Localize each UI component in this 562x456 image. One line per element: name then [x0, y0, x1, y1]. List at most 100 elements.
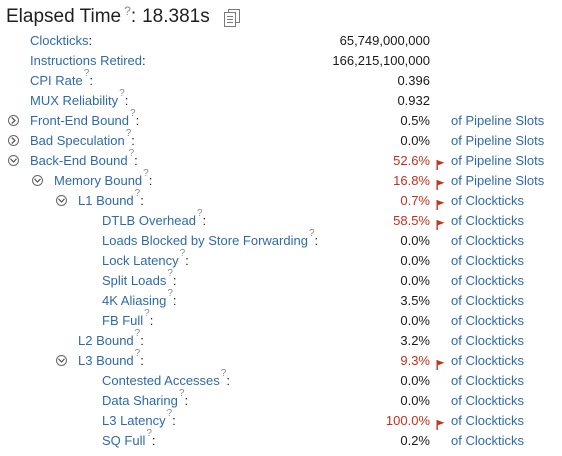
metric-label[interactable]: Front-End Bound?:: [30, 108, 140, 131]
metric-label-text[interactable]: L2 Bound: [78, 333, 134, 348]
metric-label[interactable]: Contested Accesses?:: [102, 368, 230, 391]
metric-unit[interactable]: of Clockticks: [451, 273, 524, 288]
metric-unit[interactable]: of Clockticks: [451, 373, 524, 388]
metric-label[interactable]: Bad Speculation?:: [30, 128, 135, 151]
metric-label-text[interactable]: 4K Aliasing: [102, 293, 167, 308]
help-icon[interactable]: ?: [179, 248, 186, 259]
metric-unit[interactable]: of Clockticks: [451, 253, 524, 268]
metric-label-text[interactable]: L1 Bound: [78, 193, 134, 208]
metric-label[interactable]: Loads Blocked by Store Forwarding?:: [102, 228, 318, 251]
collapse-circle-icon[interactable]: [8, 155, 19, 166]
contested-accesses-row: Contested Accesses?: 0.0% of Clockticks: [0, 368, 562, 391]
metric-unit[interactable]: of Pipeline Slots: [451, 153, 545, 168]
help-icon[interactable]: ?: [119, 88, 125, 99]
metric-unit[interactable]: of Clockticks: [451, 433, 524, 448]
metric-label-text[interactable]: L3 Latency: [102, 413, 166, 428]
metric-colon: :: [185, 253, 189, 268]
metric-label-text[interactable]: Split Loads: [102, 273, 167, 288]
help-icon[interactable]: ?: [83, 68, 90, 79]
metric-label[interactable]: Data Sharing?:: [102, 388, 188, 411]
metric-label-text[interactable]: Loads Blocked by Store Forwarding: [102, 233, 308, 248]
memory-bound-row[interactable]: Memory Bound?: 16.8% of Pipeline Slots: [0, 168, 562, 191]
metric-label[interactable]: 4K Aliasing?:: [102, 288, 177, 311]
metric-unit[interactable]: of Clockticks: [451, 293, 524, 308]
metric-label[interactable]: SQ Full?:: [102, 428, 156, 451]
metric-label[interactable]: Split Loads?:: [102, 268, 177, 291]
help-icon[interactable]: ?: [134, 328, 141, 339]
metric-label[interactable]: L3 Bound?:: [78, 348, 144, 371]
bad-speculation-row[interactable]: Bad Speculation?: 0.0% of Pipeline Slots: [0, 128, 562, 151]
collapse-circle-icon[interactable]: [32, 175, 43, 186]
metric-label-text[interactable]: Contested Accesses: [102, 373, 220, 388]
metric-label-text[interactable]: Back-End Bound: [30, 153, 128, 168]
help-icon[interactable]: ?: [134, 348, 141, 359]
help-icon[interactable]: ?: [134, 188, 141, 199]
metric-unit[interactable]: of Pipeline Slots: [451, 113, 545, 128]
metric-label-text[interactable]: SQ Full: [102, 433, 146, 448]
metric-label[interactable]: L2 Bound?:: [78, 328, 144, 351]
l1-bound-row[interactable]: L1 Bound?: 0.7% of Clockticks: [0, 188, 562, 211]
help-icon[interactable]: ?: [128, 148, 135, 159]
help-icon[interactable]: ?: [167, 288, 173, 299]
metric-colon: :: [134, 153, 138, 168]
back-end-bound-row[interactable]: Back-End Bound?: 52.6% of Pipeline Slots: [0, 148, 562, 171]
metric-label[interactable]: L3 Latency?:: [102, 408, 176, 431]
help-icon[interactable]: ?: [166, 408, 173, 419]
fb-full-row: FB Full?: 0.0% of Clockticks: [0, 308, 562, 331]
help-icon[interactable]: ?: [178, 388, 185, 399]
metric-unit[interactable]: of Clockticks: [451, 193, 524, 208]
metric-label-text[interactable]: Instructions Retired: [30, 53, 142, 68]
metric-label[interactable]: FB Full?:: [102, 308, 153, 331]
metric-unit[interactable]: of Clockticks: [451, 353, 524, 368]
copy-icon[interactable]: [223, 9, 240, 27]
expand-circle-icon[interactable]: [8, 135, 19, 146]
metric-unit[interactable]: of Pipeline Slots: [451, 173, 545, 188]
metric-label[interactable]: Instructions Retired:: [30, 51, 146, 71]
collapse-circle-icon[interactable]: [56, 195, 67, 206]
metric-label[interactable]: Back-End Bound?:: [30, 148, 138, 171]
metric-label[interactable]: Lock Latency?:: [102, 248, 189, 271]
clockticks-row: Clockticks: 65,749,000,000: [0, 31, 562, 51]
metric-label[interactable]: L1 Bound?:: [78, 188, 144, 211]
metric-label[interactable]: MUX Reliability?:: [30, 88, 128, 111]
metric-label[interactable]: DTLB Overhead?:: [102, 208, 206, 231]
metric-label-text[interactable]: Lock Latency: [102, 253, 179, 268]
metric-label[interactable]: Memory Bound?:: [54, 168, 152, 191]
metric-unit[interactable]: of Clockticks: [451, 233, 524, 248]
metric-label-text[interactable]: Data Sharing: [102, 393, 178, 408]
metric-label[interactable]: CPI Rate?:: [30, 68, 93, 91]
metric-label-text[interactable]: Memory Bound: [54, 173, 143, 188]
metric-unit[interactable]: of Clockticks: [451, 413, 524, 428]
metric-value: 9.3%: [400, 353, 430, 368]
metric-label-text[interactable]: DTLB Overhead: [102, 213, 196, 228]
help-icon[interactable]: ?: [124, 4, 131, 18]
metric-unit[interactable]: of Pipeline Slots: [451, 133, 545, 148]
help-icon[interactable]: ?: [143, 168, 149, 179]
metric-unit[interactable]: of Clockticks: [451, 213, 524, 228]
metric-unit[interactable]: of Clockticks: [451, 333, 524, 348]
help-icon[interactable]: ?: [146, 428, 152, 439]
metric-label-text[interactable]: MUX Reliability: [30, 93, 119, 108]
metric-unit[interactable]: of Clockticks: [451, 313, 524, 328]
metric-label-text[interactable]: Clockticks: [30, 33, 89, 48]
expand-circle-icon[interactable]: [8, 115, 19, 126]
help-icon[interactable]: ?: [125, 128, 132, 139]
l3-bound-row[interactable]: L3 Bound?: 9.3% of Clockticks: [0, 348, 562, 371]
help-icon[interactable]: ?: [167, 268, 173, 279]
metric-label[interactable]: Clockticks:: [30, 31, 92, 51]
metric-label-text[interactable]: Front-End Bound: [30, 113, 130, 128]
help-icon[interactable]: ?: [308, 228, 315, 239]
front-end-bound-row[interactable]: Front-End Bound?: 0.5% of Pipeline Slots: [0, 108, 562, 131]
metric-label-text[interactable]: FB Full: [102, 313, 144, 328]
collapse-circle-icon[interactable]: [56, 355, 67, 366]
help-icon[interactable]: ?: [196, 208, 203, 219]
metric-label-text[interactable]: CPI Rate: [30, 73, 83, 88]
help-icon[interactable]: ?: [130, 108, 136, 119]
metric-label-text[interactable]: L3 Bound: [78, 353, 134, 368]
metric-unit[interactable]: of Clockticks: [451, 393, 524, 408]
metric-value: 0.396: [397, 73, 430, 88]
metric-label-text[interactable]: Bad Speculation: [30, 133, 125, 148]
help-icon[interactable]: ?: [220, 368, 227, 379]
metric-colon: :: [135, 113, 140, 128]
help-icon[interactable]: ?: [144, 308, 150, 319]
